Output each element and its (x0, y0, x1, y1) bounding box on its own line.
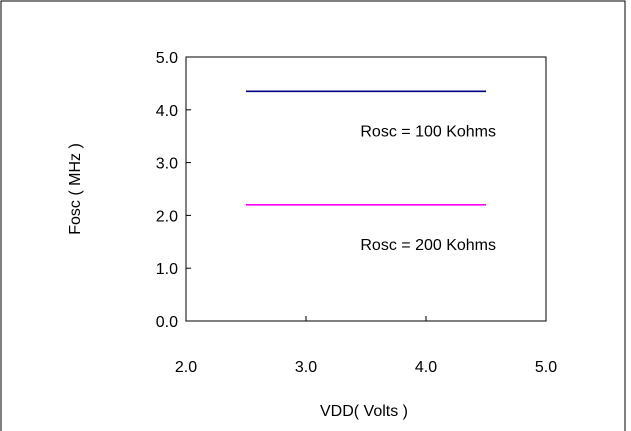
plot-area (185, 56, 547, 322)
y-tick-label: 1.0 (156, 261, 178, 278)
y-tick-label: 3.0 (156, 156, 178, 173)
x-axis-title: VDD( Volts ) (320, 403, 408, 420)
series-label-1: Rosc = 100 Kohms (360, 123, 496, 140)
plot-border (185, 56, 547, 322)
y-tick-label: 0.0 (156, 314, 178, 331)
y-axis-title: Fosc ( MHz ) (67, 143, 84, 235)
x-tick-label: 5.0 (535, 359, 557, 376)
x-tick-label: 4.0 (415, 359, 437, 376)
y-tick-label: 2.0 (156, 208, 178, 225)
series-layer (246, 90, 486, 206)
x-tick-label: 3.0 (295, 359, 317, 376)
x-tick-label: 2.0 (175, 359, 197, 376)
y-tick-label: 4.0 (156, 103, 178, 120)
series-label-2: Rosc = 200 Kohms (360, 237, 496, 254)
y-tick-label: 5.0 (156, 50, 178, 67)
label-layer: 0.0 1.0 2.0 3.0 4.0 5.0 2.0 3.0 4.0 5.0 VDD( Volts… (67, 50, 557, 420)
annotation-layer: Rosc = 100 Kohms Rosc = 200 Kohms (360, 123, 496, 254)
